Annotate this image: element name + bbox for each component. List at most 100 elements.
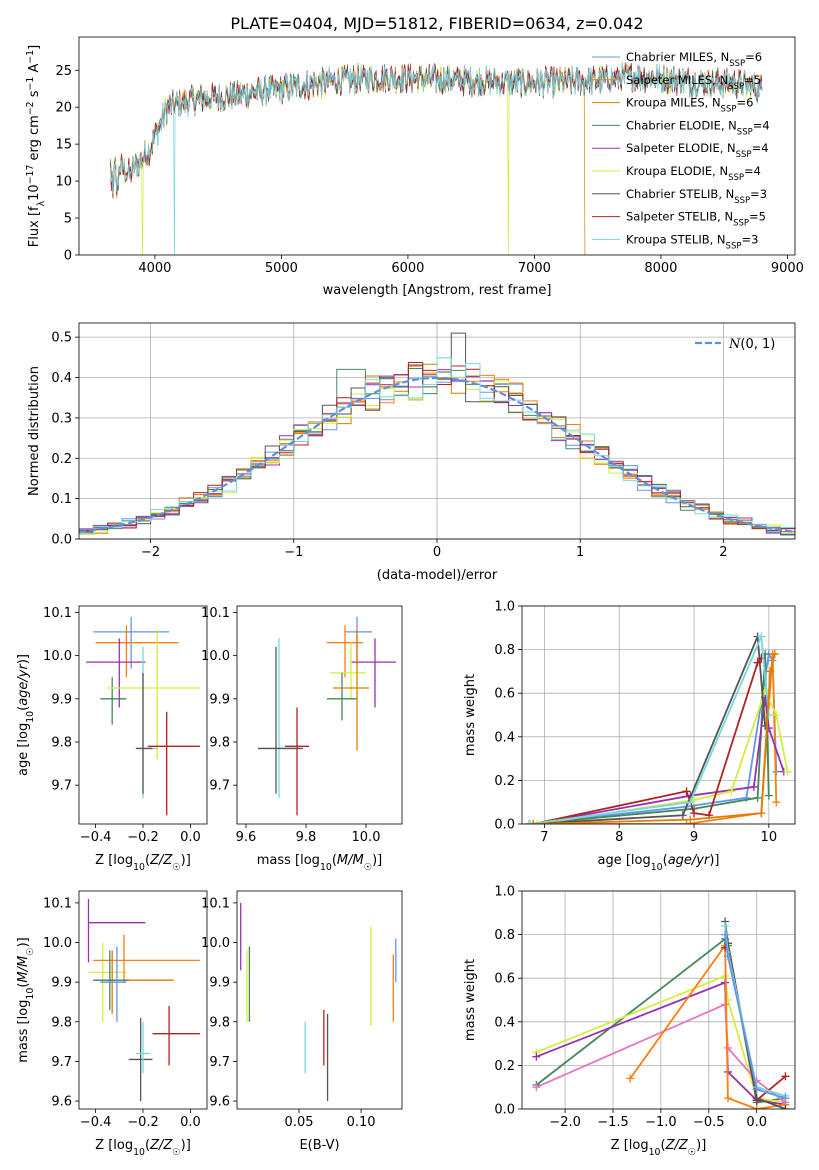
x-axis-label: wavelength [Angstrom, rest frame] — [323, 283, 552, 298]
label-part: ( — [661, 1138, 666, 1153]
label-part: )] — [709, 853, 719, 868]
legend-label: N(0, 1) — [728, 337, 775, 352]
legend-label: Salpeter MILES, NSSP=5 — [626, 73, 761, 92]
x-axis-label: E(B-V) — [299, 1138, 339, 1153]
y-tick-label: 9.6 — [51, 1095, 72, 1110]
x-tick-label: 7 — [540, 830, 548, 845]
label-part: Flux [f — [27, 206, 42, 247]
y-tick-label: 0.6 — [494, 687, 515, 702]
x-axis-label: Z [log10(Z/Z☉)] — [95, 853, 191, 873]
legend-name: Kroupa STELIB, N — [626, 232, 726, 246]
legend-name: Salpeter STELIB, N — [626, 210, 733, 224]
label-part: Z/Z — [149, 853, 173, 868]
panel-age-vs-mass: 9.6 9.8 10.0 9.7 9.8 9.9 10.0 10.1 mass [log10(M… — [201, 605, 403, 873]
x-tick-label: 0.05 — [285, 1115, 314, 1130]
label-part: age [log — [16, 723, 31, 776]
x-tick-label: 0.0 — [746, 1115, 767, 1130]
y-tick-label: 9.8 — [209, 735, 230, 750]
weight-marker — [752, 1105, 761, 1109]
x-tick-label: 9000 — [771, 261, 804, 276]
weight-marker — [727, 787, 736, 796]
x-tick-label: −0.4 — [80, 1115, 112, 1130]
x-tick-label: 0.0 — [180, 1115, 201, 1130]
weight-marker — [690, 809, 699, 818]
legend-sub: SSP — [737, 127, 753, 137]
y-tick-label: 10.1 — [43, 606, 72, 621]
y-tick-label: 5 — [64, 212, 72, 227]
y-tick-label: 10.0 — [43, 936, 72, 951]
legend-name: Kroupa ELODIE, N — [626, 164, 728, 178]
panel-residuals: −2 −1 0 1 2 0.0 0.1 0.2 0.3 0.4 0.5 (data-model)/er… — [27, 322, 796, 583]
y-tick-label: 9.9 — [209, 976, 230, 991]
legend-sub: SSP — [729, 59, 745, 69]
label-part: )] — [181, 1138, 191, 1153]
y-tick-label: 0.2 — [51, 452, 72, 467]
y-tick-label: 0.5 — [51, 331, 72, 346]
y-tick-label: 0.2 — [494, 1059, 515, 1074]
y-tick-label: 9.7 — [51, 1055, 72, 1070]
label-part: A — [27, 64, 42, 77]
legend-label: Kroupa MILES, NSSP=6 — [626, 96, 753, 115]
y-tick-label: 9.8 — [209, 1015, 230, 1030]
label-part: mass [log — [257, 853, 320, 868]
legend-name: Chabrier MILES, N — [626, 50, 729, 64]
weight-marker — [761, 721, 770, 730]
y-axis-label: Flux [fλ10−17 erg cm−2 s−1 A−1] — [25, 45, 47, 247]
weight-marker — [525, 820, 534, 824]
normal-curve — [79, 376, 795, 533]
plot-area — [532, 917, 790, 1109]
legend-label: Chabrier ELODIE, NSSP=4 — [626, 118, 770, 137]
weight-marker — [772, 711, 781, 719]
legend-value: =5 — [749, 210, 766, 224]
plot-area — [258, 616, 396, 816]
y-tick-label: 9.9 — [51, 692, 72, 707]
y-tick-label: 9.7 — [209, 779, 230, 794]
label-part: 10 — [133, 1147, 145, 1158]
label-part: ☉ — [364, 862, 372, 873]
x-tick-label: −2 — [141, 545, 160, 560]
label-part: ( — [663, 853, 668, 868]
weight-marker — [532, 1052, 541, 1061]
label-part: Z/Z — [665, 1138, 689, 1153]
x-tick-label: 8 — [615, 830, 623, 845]
axes-frame — [78, 36, 796, 256]
histogram-step — [79, 332, 795, 535]
x-tick-label: 0.10 — [347, 1115, 376, 1130]
label-part: ☉ — [172, 1147, 180, 1158]
x-tick-label: 6000 — [391, 261, 424, 276]
label-part: 10 — [649, 1147, 661, 1158]
weight-marker — [752, 1094, 761, 1103]
y-tick-label: 1.0 — [494, 600, 515, 615]
y-tick-label: 9.7 — [51, 779, 72, 794]
x-axis-label: Z [log10(Z/Z☉)] — [95, 1138, 191, 1158]
weight-line — [529, 636, 770, 824]
label-part: −17 — [25, 165, 36, 185]
weight-marker — [764, 711, 773, 719]
label-part: −1 — [25, 77, 36, 91]
legend-sub: SSP — [726, 241, 742, 251]
weight-marker — [682, 820, 691, 824]
label-part: Z [log — [95, 853, 133, 868]
y-tick-label: 9.7 — [209, 1055, 230, 1070]
weight-marker — [764, 791, 773, 800]
plot-area — [79, 332, 795, 536]
plot-area — [240, 902, 397, 1102]
x-tick-label: −1.0 — [645, 1115, 677, 1130]
y-axis-label: Normed distribution — [27, 366, 42, 496]
x-tick-label: 2 — [719, 545, 727, 560]
x-axis-label: Z [log10(Z/Z☉)] — [611, 1138, 707, 1158]
label-part: ] — [27, 45, 42, 50]
x-axis-label: age [log10(age/yr)] — [597, 853, 719, 873]
x-tick-label: −1 — [284, 545, 303, 560]
weight-marker — [781, 1094, 790, 1103]
weight-marker — [532, 1083, 541, 1092]
label-part: ( — [332, 853, 337, 868]
panel-weight-vs-Z: −2.0 −1.5 −1.0 −0.5 0.0 0.0 0.2 0.4 0.6 0.8 1.0 Z [… — [463, 885, 796, 1158]
legend-symbol: N — [728, 337, 741, 352]
label-part: s — [27, 90, 42, 101]
x-tick-label: 0 — [433, 545, 441, 560]
label-part: ( — [145, 853, 150, 868]
label-part: erg cm — [27, 115, 42, 164]
weight-marker — [686, 798, 695, 807]
